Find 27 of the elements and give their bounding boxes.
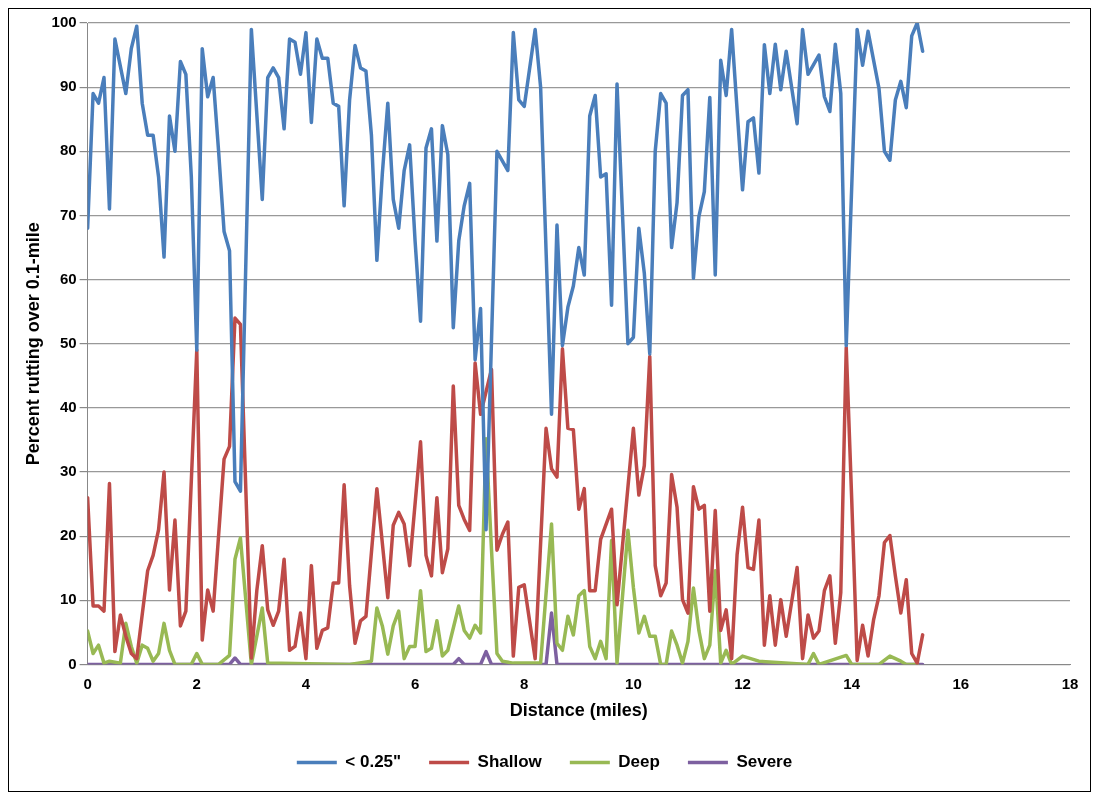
y-tick-label: 50 bbox=[59, 333, 77, 351]
y-tick-label: 80 bbox=[59, 141, 77, 159]
y-tick-label: 30 bbox=[59, 462, 77, 480]
x-axis-title: Distance (miles) bbox=[509, 700, 648, 721]
x-tick-label: 14 bbox=[843, 674, 861, 692]
x-tick-label: 0 bbox=[83, 674, 92, 692]
x-tick-label: 6 bbox=[410, 674, 420, 692]
legend-label: < 0.25" bbox=[345, 752, 402, 772]
legend-label: Severe bbox=[736, 752, 793, 772]
y-tick-label: 40 bbox=[59, 397, 77, 415]
y-tick-label: 10 bbox=[59, 590, 77, 608]
x-tick-label: 18 bbox=[1061, 674, 1079, 692]
y-tick-label: 20 bbox=[59, 526, 77, 544]
x-tick-label: 16 bbox=[952, 674, 970, 692]
y-tick-label: 90 bbox=[59, 77, 77, 95]
legend-label: Deep bbox=[618, 752, 660, 772]
x-tick-label: 12 bbox=[734, 674, 751, 692]
y-tick-label: 100 bbox=[51, 13, 77, 31]
y-tick-label: 60 bbox=[59, 269, 77, 287]
x-tick-label: 8 bbox=[520, 674, 529, 692]
x-tick-label: 10 bbox=[625, 674, 642, 692]
legend-label: Shallow bbox=[477, 752, 543, 772]
x-tick-label: 2 bbox=[192, 674, 201, 692]
y-tick-label: 0 bbox=[68, 654, 77, 672]
x-tick-label: 4 bbox=[301, 674, 311, 692]
y-tick-label: 70 bbox=[59, 205, 77, 223]
y-axis-title: Percent rutting over 0.1-mile bbox=[22, 222, 43, 466]
